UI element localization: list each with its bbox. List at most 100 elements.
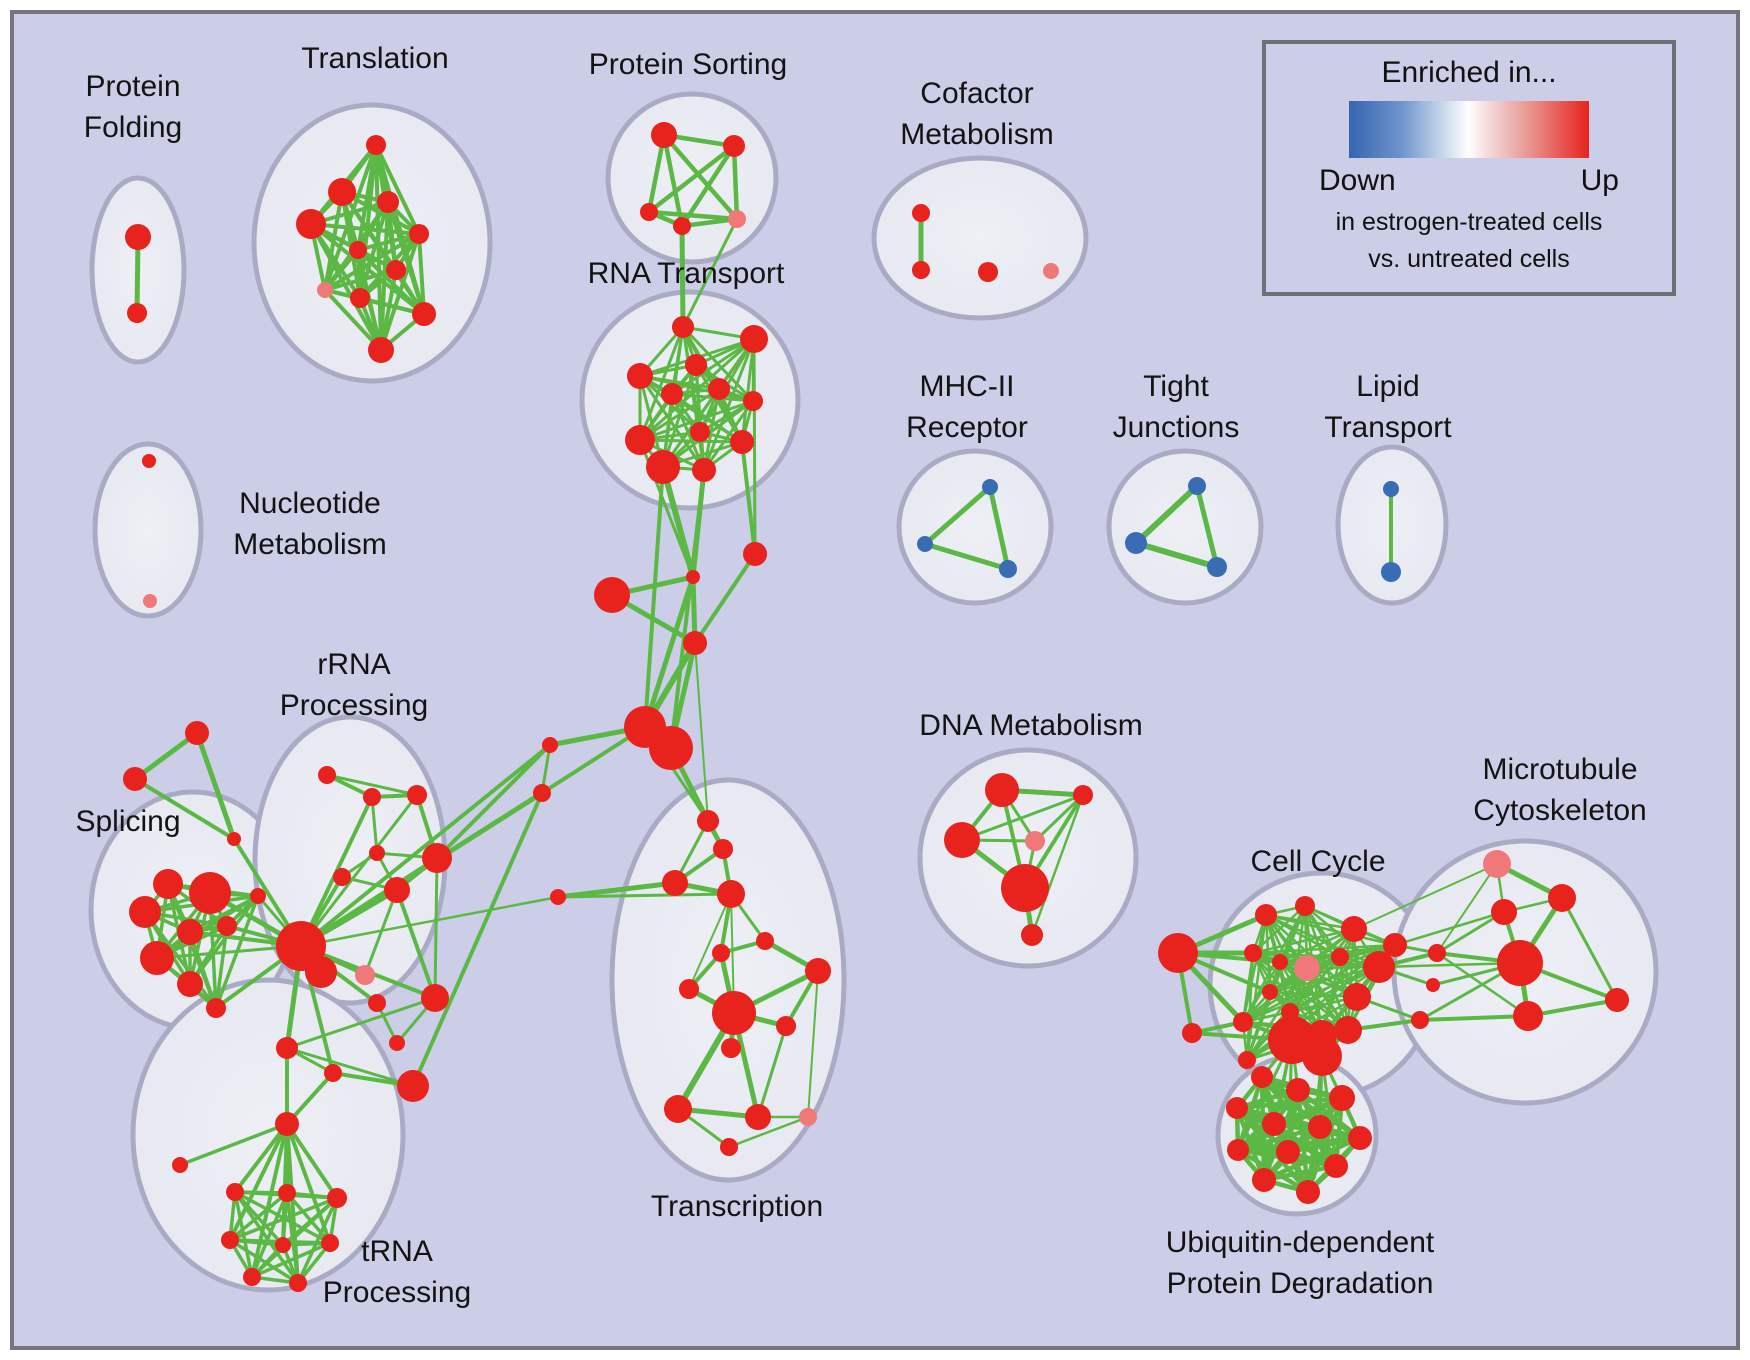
node-t10[interactable] — [412, 302, 436, 326]
node-m6[interactable] — [1605, 988, 1629, 1012]
node-ch555[interactable] — [743, 542, 767, 566]
node-s4[interactable] — [177, 919, 203, 945]
node-tr8[interactable] — [805, 958, 831, 984]
node-ch577[interactable] — [686, 570, 700, 584]
node-tri2[interactable] — [123, 767, 147, 791]
node-d1[interactable] — [985, 773, 1019, 807]
node-ps3[interactable] — [640, 203, 658, 221]
node-tn2[interactable] — [278, 1184, 296, 1202]
node-SH[interactable] — [276, 921, 326, 971]
node-r2[interactable] — [363, 788, 381, 806]
node-ps4[interactable] — [673, 217, 691, 235]
node-t9[interactable] — [350, 288, 370, 308]
node-to[interactable] — [172, 1157, 188, 1173]
node-tr15[interactable] — [720, 1138, 738, 1156]
node-c6[interactable] — [1383, 933, 1407, 957]
node-tr14[interactable] — [799, 1108, 817, 1126]
node-ps1[interactable] — [651, 122, 677, 148]
node-mh2[interactable] — [917, 536, 933, 552]
node-tn8[interactable] — [289, 1274, 307, 1292]
node-rt2[interactable] — [740, 325, 768, 353]
node-mh1[interactable] — [982, 479, 998, 495]
node-m3[interactable] — [1491, 899, 1517, 925]
node-nu1[interactable] — [142, 454, 156, 468]
node-d5[interactable] — [1001, 864, 1049, 912]
node-c15[interactable] — [1334, 1016, 1362, 1044]
node-ch643[interactable] — [683, 631, 707, 655]
node-s2[interactable] — [189, 872, 231, 914]
node-c13[interactable] — [1233, 1012, 1253, 1032]
node-cf4[interactable] — [1043, 263, 1059, 279]
node-tn3[interactable] — [327, 1188, 347, 1208]
node-u1[interactable] — [1251, 1066, 1273, 1088]
node-m2[interactable] — [1548, 884, 1576, 912]
node-ci[interactable] — [1158, 933, 1198, 973]
node-r1[interactable] — [318, 766, 336, 784]
node-tr13[interactable] — [745, 1104, 771, 1130]
node-tr9[interactable] — [712, 991, 756, 1035]
node-rt12[interactable] — [692, 458, 716, 482]
node-cc2[interactable] — [1426, 978, 1440, 992]
node-t6[interactable] — [349, 241, 367, 259]
node-cf2[interactable] — [912, 261, 930, 279]
node-pf2[interactable] — [127, 303, 147, 323]
node-c2[interactable] — [1295, 896, 1315, 916]
node-u9[interactable] — [1276, 1140, 1300, 1164]
node-tr10[interactable] — [776, 1016, 796, 1036]
node-c9[interactable] — [1294, 955, 1320, 981]
node-c8[interactable] — [1272, 954, 1288, 970]
node-tn7[interactable] — [243, 1268, 261, 1286]
node-n542[interactable] — [533, 784, 551, 802]
node-pf1[interactable] — [125, 224, 151, 250]
node-s5[interactable] — [140, 941, 174, 975]
node-n558[interactable] — [550, 889, 566, 905]
node-tn4[interactable] — [221, 1231, 239, 1249]
node-c17[interactable] — [1302, 1036, 1342, 1076]
node-hub2[interactable] — [649, 726, 693, 770]
node-th[interactable] — [275, 1112, 299, 1136]
node-n595[interactable] — [594, 577, 630, 613]
node-c11[interactable] — [1262, 984, 1278, 1000]
node-m1[interactable] — [1483, 850, 1511, 878]
node-tr6[interactable] — [712, 944, 730, 962]
node-c10[interactable] — [1343, 983, 1371, 1011]
node-tn5[interactable] — [275, 1237, 291, 1253]
node-u7[interactable] — [1348, 1126, 1372, 1150]
node-s3[interactable] — [129, 896, 161, 928]
node-cf3[interactable] — [978, 262, 998, 282]
node-t4[interactable] — [296, 209, 326, 239]
node-rt1[interactable] — [672, 316, 694, 338]
node-d6[interactable] — [1021, 924, 1043, 946]
node-c4[interactable] — [1331, 948, 1349, 966]
node-u2[interactable] — [1286, 1078, 1310, 1102]
node-t7[interactable] — [386, 260, 406, 280]
node-tr11[interactable] — [721, 1038, 741, 1058]
node-c3[interactable] — [1341, 916, 1367, 942]
node-s7[interactable] — [217, 916, 237, 936]
node-t8[interactable] — [317, 282, 333, 298]
node-u12[interactable] — [1296, 1180, 1320, 1204]
node-tj3[interactable] — [1207, 557, 1227, 577]
node-d3[interactable] — [944, 822, 980, 858]
node-t3[interactable] — [377, 191, 399, 213]
node-d2[interactable] — [1073, 785, 1093, 805]
node-lp2[interactable] — [1381, 562, 1401, 582]
node-u10[interactable] — [1324, 1154, 1348, 1178]
node-c7[interactable] — [1244, 944, 1262, 962]
node-t2[interactable] — [328, 178, 356, 206]
node-cf1[interactable] — [912, 204, 930, 222]
node-c1[interactable] — [1255, 904, 1277, 926]
node-tri3[interactable] — [227, 832, 241, 846]
node-u8[interactable] — [1227, 1139, 1249, 1161]
node-mh3[interactable] — [999, 560, 1017, 578]
node-c18[interactable] — [1238, 1051, 1256, 1069]
node-rt3[interactable] — [685, 354, 707, 376]
node-rt11[interactable] — [646, 450, 680, 484]
node-rt10[interactable] — [730, 430, 754, 454]
node-cc1[interactable] — [1428, 944, 1446, 962]
node-rt8[interactable] — [625, 425, 655, 455]
node-c5[interactable] — [1363, 951, 1395, 983]
node-tr2[interactable] — [713, 839, 733, 859]
node-lp1[interactable] — [1383, 481, 1399, 497]
node-tr1[interactable] — [697, 810, 719, 832]
